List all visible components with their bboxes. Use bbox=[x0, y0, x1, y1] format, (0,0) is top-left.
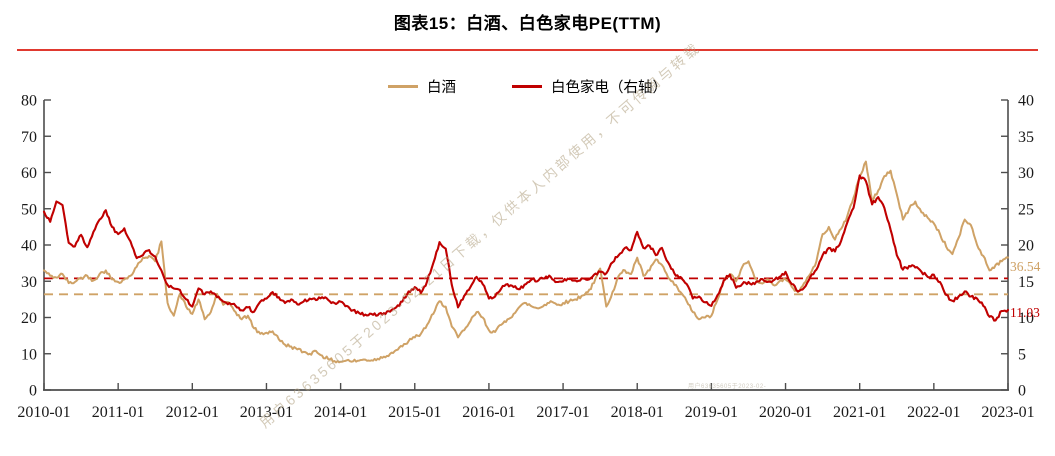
x-axis-tick-label: 2015-01 bbox=[388, 404, 441, 421]
left-axis-tick-label: 10 bbox=[21, 346, 37, 363]
left-axis-tick-label: 60 bbox=[21, 165, 37, 182]
x-axis-tick-label: 2014-01 bbox=[314, 404, 367, 421]
title-divider-rule bbox=[17, 49, 1038, 51]
right-axis-tick-label: 30 bbox=[1018, 165, 1034, 182]
x-axis-tick-label: 2010-01 bbox=[17, 404, 70, 421]
left-axis-tick-label: 50 bbox=[21, 201, 37, 218]
jiadian-line-swatch-icon bbox=[512, 85, 542, 88]
x-axis-tick-label: 2021-01 bbox=[833, 404, 886, 421]
baijiu-line-swatch-icon bbox=[388, 85, 418, 88]
x-axis-tick-label: 2017-01 bbox=[536, 404, 589, 421]
x-axis-tick-label: 2022-01 bbox=[907, 404, 960, 421]
legend-item-baijiu: 白酒 bbox=[388, 76, 456, 97]
legend: 白酒 白色家电（右轴） bbox=[0, 76, 1055, 97]
jiadian-end-value-label: 11.03 bbox=[1010, 305, 1040, 320]
right-axis-tick-label: 20 bbox=[1018, 238, 1034, 255]
right-axis-tick-label: 5 bbox=[1018, 346, 1026, 363]
left-axis-tick-label: 30 bbox=[21, 274, 37, 291]
left-axis-tick-label: 0 bbox=[29, 383, 37, 400]
x-axis-tick-label: 2012-01 bbox=[166, 404, 219, 421]
legend-label-baijiu: 白酒 bbox=[427, 80, 456, 96]
legend-item-jiadian: 白色家电（右轴） bbox=[512, 76, 667, 97]
right-axis-tick-label: 35 bbox=[1018, 129, 1034, 146]
right-axis-tick-label: 25 bbox=[1018, 201, 1034, 218]
x-axis-tick-label: 2020-01 bbox=[759, 404, 812, 421]
baijiu-end-value-label: 36.54 bbox=[1010, 259, 1041, 274]
left-axis-tick-label: 40 bbox=[21, 238, 37, 255]
pe-ttm-line-chart: 0 10 20 30 40 50 60 70 80 0 5 10 15 20 25 30 35 40 2010-01… bbox=[17, 93, 1034, 422]
x-axis-tick-label: 2016-01 bbox=[462, 404, 515, 421]
right-axis-tick-label: 15 bbox=[1018, 274, 1034, 291]
left-axis-tick-label: 80 bbox=[21, 93, 37, 110]
right-axis-tick-label: 40 bbox=[1018, 93, 1034, 110]
baijiu-pe-line bbox=[43, 160, 1009, 364]
x-axis-tick-label: 2011-01 bbox=[92, 404, 145, 421]
left-axis-tick-label: 70 bbox=[21, 129, 37, 146]
right-axis-tick-label: 10 bbox=[1018, 310, 1034, 327]
x-axis-tick-label: 2023-01 bbox=[981, 404, 1034, 421]
jiadian-pe-line bbox=[42, 174, 1010, 322]
x-axis-tick-label: 2019-01 bbox=[685, 404, 738, 421]
right-axis-tick-label: 0 bbox=[1018, 383, 1026, 400]
x-axis-tick-label: 2018-01 bbox=[611, 404, 664, 421]
chart-title: 图表15：白酒、白色家电PE(TTM) bbox=[393, 14, 662, 33]
left-axis-tick-label: 20 bbox=[21, 310, 37, 327]
x-axis-tick-label: 2013-01 bbox=[240, 404, 293, 421]
legend-label-jiadian: 白色家电（右轴） bbox=[551, 80, 667, 96]
